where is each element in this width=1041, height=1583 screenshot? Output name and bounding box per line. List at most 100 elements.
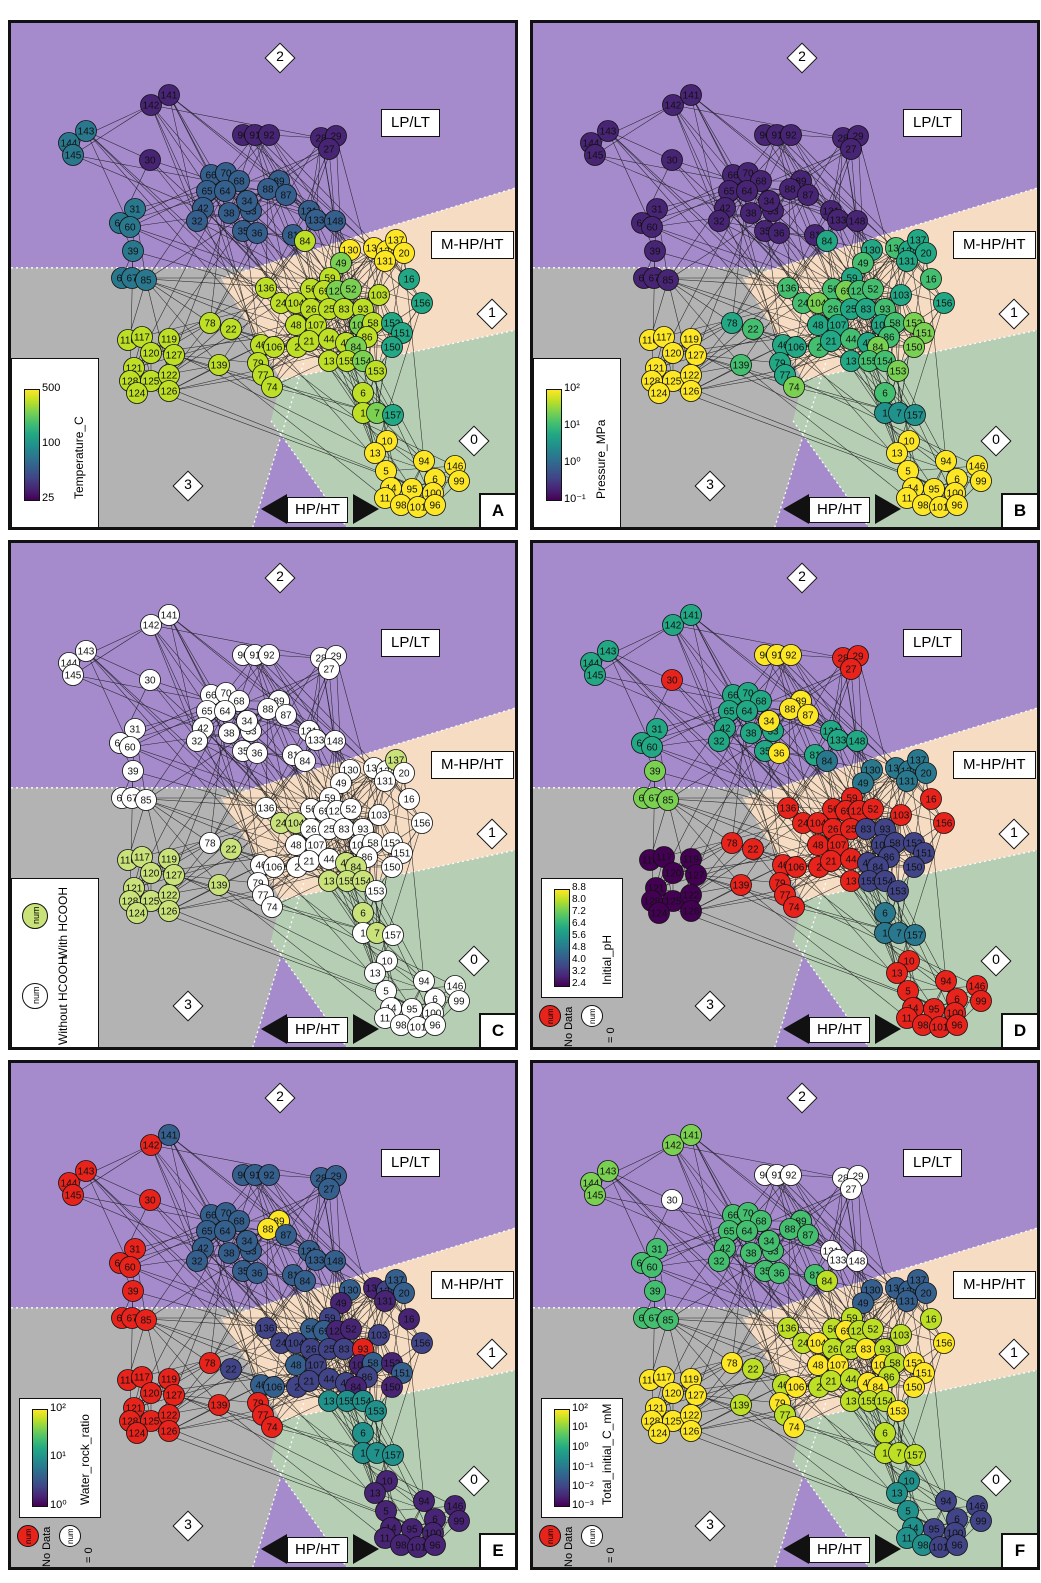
edge-line <box>168 94 280 182</box>
node-label: 121 <box>126 364 143 375</box>
node-label: 130 <box>864 766 881 777</box>
node-label: 36 <box>773 1269 785 1280</box>
node-label: 35 <box>237 227 249 238</box>
edge-line <box>671 159 834 310</box>
node-label: 137 <box>910 236 927 247</box>
node-label: 35 <box>759 747 771 758</box>
node-label: 33 <box>245 727 257 738</box>
node-150: 150 <box>381 1376 403 1398</box>
edge-line <box>594 154 809 196</box>
node-label: 93 <box>357 1345 369 1356</box>
node-label: 99 <box>453 997 465 1008</box>
node-83: 83 <box>855 818 877 840</box>
no-data-label: No Data <box>41 1526 53 1567</box>
node-circle <box>258 124 280 146</box>
node-label: 34 <box>241 1237 253 1248</box>
node-label: 34 <box>241 197 253 208</box>
node-label: 124 <box>129 909 146 920</box>
node-label: 119 <box>161 1375 177 1386</box>
edge-line <box>218 364 386 499</box>
node-label: 20 <box>920 769 932 780</box>
node-label: 107 <box>308 321 325 332</box>
node-label: 28 <box>837 1174 849 1185</box>
edge-line <box>268 1174 310 1252</box>
node-label: 1 <box>360 929 366 940</box>
node-circle <box>135 789 157 811</box>
panel-letter: D <box>1001 1013 1037 1047</box>
node-label: 143 <box>600 127 617 138</box>
node-label: 91 <box>249 651 261 662</box>
node-label: 123 <box>329 287 346 298</box>
node-16: 16 <box>920 268 942 290</box>
node-label: 38 <box>223 209 235 220</box>
node-120: 120 <box>662 862 684 884</box>
swatch-num-label: num <box>588 1008 597 1024</box>
node-94: 94 <box>413 450 435 472</box>
node-49: 49 <box>330 252 352 274</box>
node-circle <box>330 252 352 274</box>
with-hcooh-swatch: num <box>22 903 48 929</box>
edge-line <box>896 1342 945 1494</box>
legend-box: 10² 10¹ 10⁰ Water_rock_ratio <box>19 1398 101 1518</box>
node-85: 85 <box>657 789 679 811</box>
node-circle <box>324 730 346 752</box>
node-label: 131 <box>377 1297 394 1308</box>
edge-line <box>335 1175 393 1388</box>
node-label: 32 <box>191 737 203 748</box>
node-label: 32 <box>713 737 725 748</box>
node-99: 99 <box>448 1510 470 1532</box>
node-131: 131 <box>374 770 396 792</box>
edge-line <box>594 624 674 676</box>
node-label: 104 <box>810 299 827 310</box>
node-label: 152 <box>384 839 401 850</box>
node-label: 64 <box>741 707 753 718</box>
edge-line <box>149 1199 312 1350</box>
node-label: 59 <box>324 1314 336 1325</box>
node-circle <box>887 360 909 382</box>
node-label: 28 <box>315 1174 327 1185</box>
node-20: 20 <box>393 1282 415 1304</box>
node-label: 150 <box>384 1383 401 1394</box>
node-48: 48 <box>285 314 307 336</box>
node-label: 13 <box>845 877 857 888</box>
edge-line <box>667 1319 733 1364</box>
node-label: 88 <box>262 185 274 196</box>
right-arrow-icon <box>353 1014 379 1044</box>
node-label: 126 <box>683 387 700 398</box>
node-120: 120 <box>662 342 684 364</box>
node-label: 85 <box>662 276 674 287</box>
node-label: 38 <box>223 1249 235 1260</box>
node-label: 7 <box>896 409 902 420</box>
node-circle <box>740 202 762 224</box>
node-label: 88 <box>262 1225 274 1236</box>
edge-line <box>168 1327 267 1416</box>
node-circle <box>680 604 702 626</box>
node-label: 35 <box>759 227 771 238</box>
legend-title: Water_rock_ratio <box>78 1414 92 1505</box>
node-label: 152 <box>906 839 923 850</box>
node-label: 141 <box>683 91 700 102</box>
node-label: 148 <box>327 1257 344 1268</box>
edge-line <box>375 1334 380 1412</box>
node-label: 69 <box>318 1327 330 1338</box>
node-circle <box>340 278 362 300</box>
node-label: 39 <box>127 767 139 778</box>
node-label: 131 <box>377 257 394 268</box>
node-label: 122 <box>683 371 700 382</box>
node-circle <box>365 880 387 902</box>
node-131: 131 <box>374 1290 396 1312</box>
node-label: 150 <box>906 863 923 874</box>
node-label: 27 <box>323 665 335 676</box>
node-label: 93 <box>879 825 891 836</box>
node-148: 148 <box>846 210 868 232</box>
node-label: 48 <box>290 841 302 852</box>
edge-line <box>85 1170 419 1548</box>
edge-line <box>150 624 322 659</box>
edge-line <box>690 287 789 376</box>
node-label: 44 <box>323 1375 335 1386</box>
node-label: 141 <box>683 611 700 622</box>
node-label: 10 <box>903 437 915 448</box>
node-circle <box>584 1184 606 1206</box>
node-circle <box>816 750 838 772</box>
node-145: 145 <box>62 664 84 686</box>
